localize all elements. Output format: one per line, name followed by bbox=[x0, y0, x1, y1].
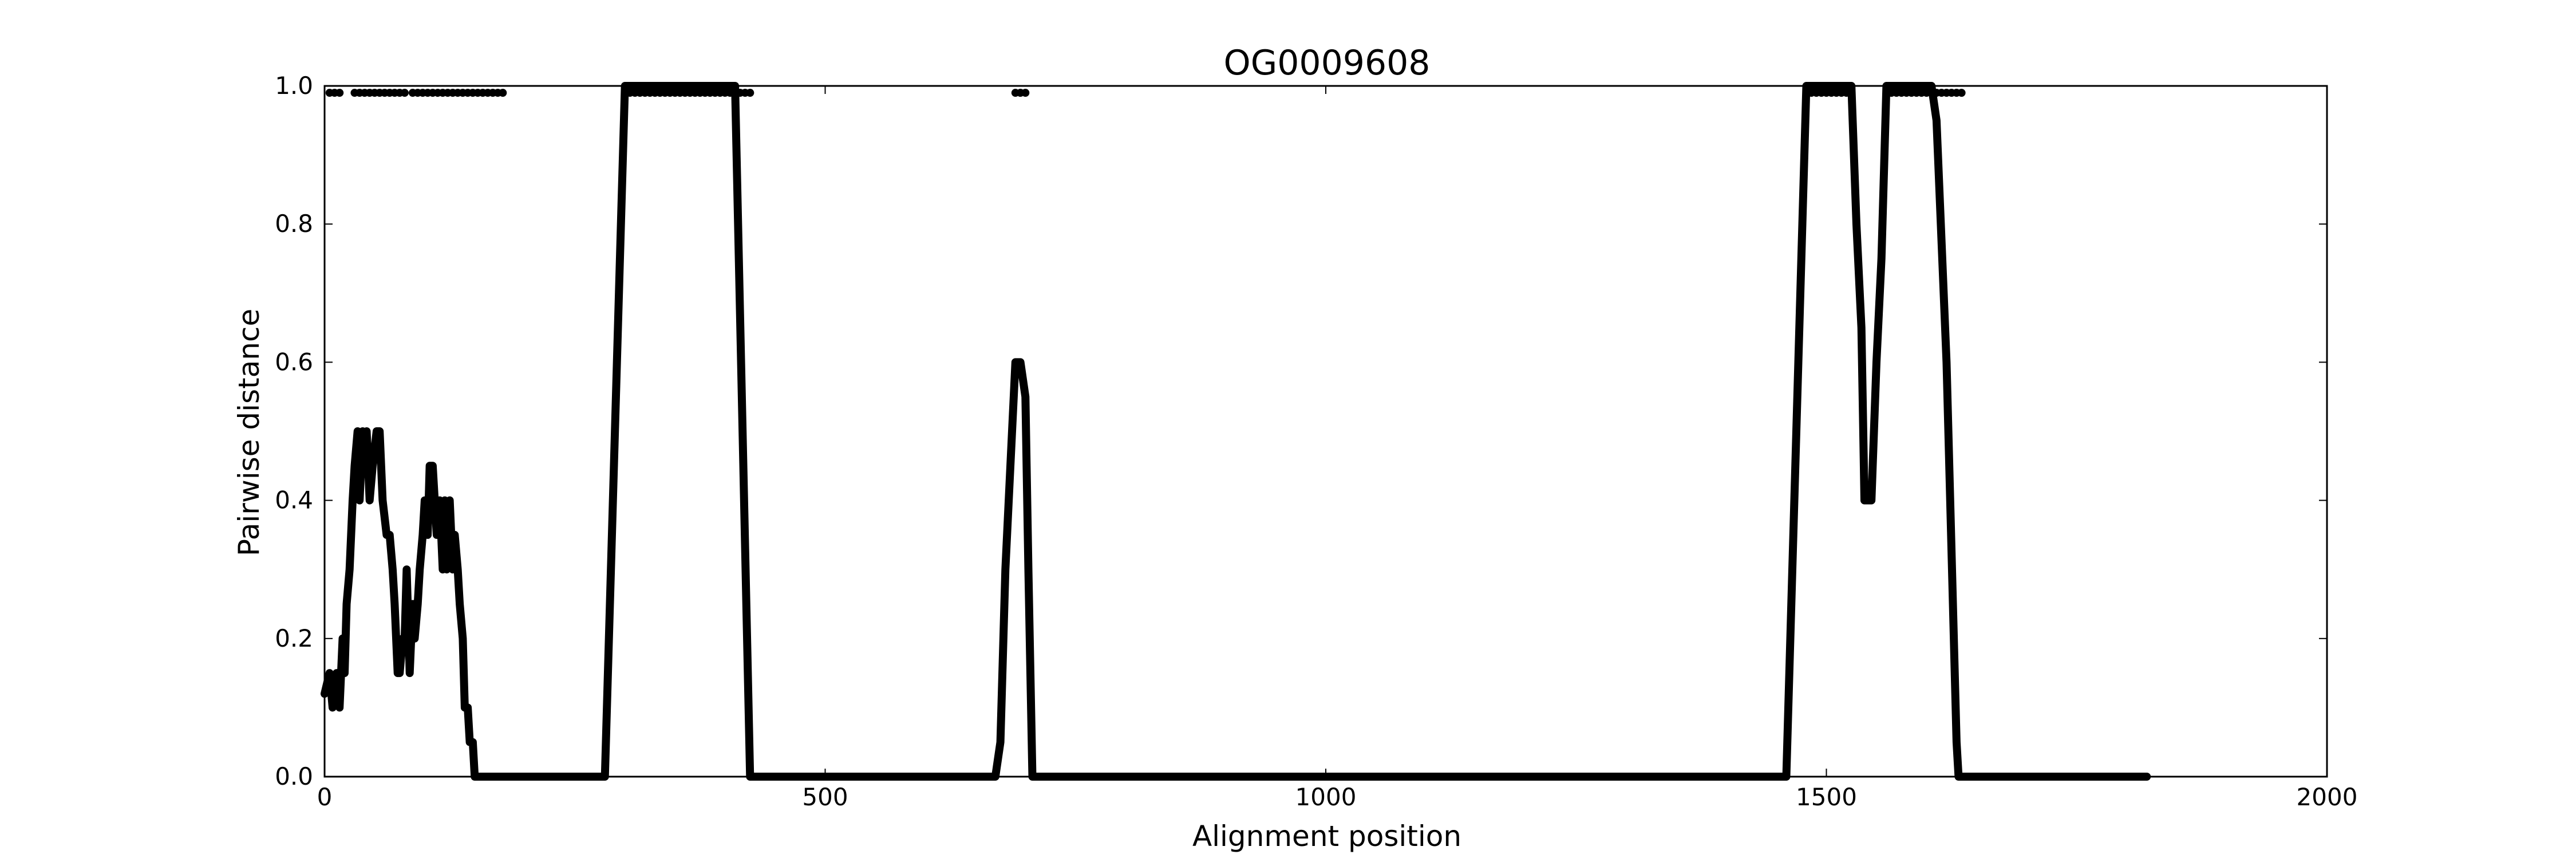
data-point bbox=[499, 89, 507, 97]
data-point bbox=[1847, 89, 1856, 97]
x-axis-label: Alignment position bbox=[1192, 820, 1461, 853]
axes-frame bbox=[323, 85, 2328, 778]
data-point bbox=[1021, 89, 1030, 97]
y-tick-label: 0.6 bbox=[275, 348, 313, 376]
data-point bbox=[746, 89, 754, 97]
y-tick-label: 0.4 bbox=[275, 486, 313, 514]
y-tick-label: 1.0 bbox=[275, 72, 313, 100]
x-tick-label: 2000 bbox=[2297, 783, 2358, 811]
data-point bbox=[1957, 89, 1966, 97]
data-point bbox=[400, 89, 409, 97]
y-tick-label: 0.2 bbox=[275, 624, 313, 652]
y-axis-label: Pairwise distance bbox=[232, 309, 266, 556]
axis-ticks: 0 500 1000 1500 2000 0.0 0.2 0.4 0.6 0.8 1.0 bbox=[275, 72, 2357, 811]
x-tick-label: 500 bbox=[802, 783, 848, 811]
x-tick-label: 1000 bbox=[1295, 783, 1357, 811]
x-tick-label: 1500 bbox=[1796, 783, 1857, 811]
y-tick-label: 0.0 bbox=[275, 762, 313, 790]
data-point bbox=[335, 89, 344, 97]
chart-title: OG0009608 bbox=[1224, 43, 1431, 83]
x-tick-label: 0 bbox=[317, 783, 333, 811]
y-tick-label: 0.8 bbox=[275, 210, 313, 238]
